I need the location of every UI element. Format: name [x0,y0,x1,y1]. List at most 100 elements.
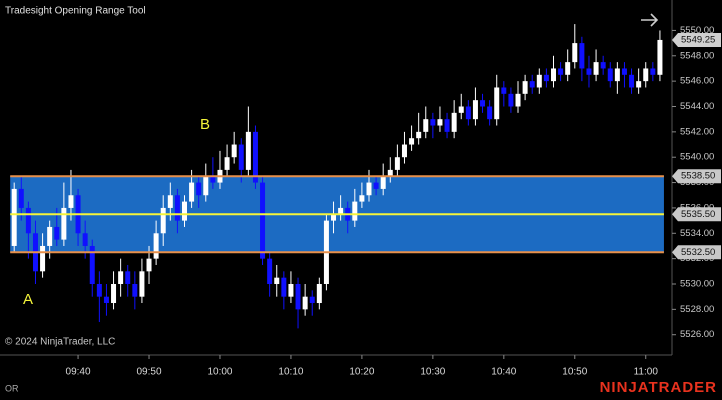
candle-body [139,271,145,297]
candle-body [515,93,521,107]
candle-body [416,131,422,139]
candle-body [295,284,301,310]
candle-body [288,284,294,297]
scroll-arrow-icon[interactable] [641,13,659,27]
candle-body [267,258,273,284]
price-label-box [672,169,721,184]
y-tick-label: 5526.00 [680,329,714,340]
candle-body [373,182,379,189]
candle-body [160,207,166,234]
candle-body [366,182,372,196]
x-tick-label: 10:00 [207,367,232,378]
candle-body [636,81,642,88]
last-price-label: 5549.25 [681,34,715,45]
candle-body [579,43,585,69]
candle-body [529,81,535,88]
candle-body [181,201,187,221]
candle-body [423,119,429,132]
candle-body [558,68,564,75]
x-tick-label: 11:00 [634,367,659,378]
candle-body [309,296,315,304]
logo: NINJATRADER [600,379,717,396]
candle-body [167,195,173,208]
candle-body [196,182,202,196]
x-tick-label: 10:30 [420,367,445,378]
candle-body [394,157,400,170]
y-tick-label: 5530.00 [680,279,714,290]
price-label: 5535.50 [681,209,715,220]
x-tick-label: 10:10 [278,367,303,378]
candle-body [111,284,117,304]
candle-body [437,119,443,126]
x-tick-label: 09:50 [137,367,162,378]
footer-label: OR [5,383,19,393]
candle-body [621,68,627,75]
candle-body [146,258,152,272]
candle-body [316,284,322,304]
chart-title: Tradesight Opening Range Tool [5,6,146,17]
candle-body [359,195,365,202]
candle-body [132,284,138,297]
candle-body [536,74,542,88]
candle-body [629,74,635,88]
candle-body [54,226,60,240]
candle-body [565,62,571,75]
y-tick-label: 5546.00 [680,76,714,87]
annotation: A [23,291,33,308]
candle-body [501,87,507,94]
candle-body [508,93,514,107]
candle-body [472,100,478,120]
candle-body [125,271,131,284]
y-tick-label: 5544.00 [680,101,714,112]
last-price-box [672,32,721,47]
candle-body [380,176,386,189]
candle-body [89,245,95,284]
candle-body [550,68,556,82]
y-tick-label: 5542.00 [680,126,714,137]
candle-body [572,43,578,63]
price-label-box [672,207,721,222]
candle-body [480,100,486,107]
candle-body [650,68,656,75]
candle-body [331,214,337,221]
candle-body [68,195,74,208]
candle-body [245,131,251,170]
x-tick-label: 10:40 [491,367,516,378]
candle-body [352,201,358,221]
candle-body [451,112,457,132]
price-label-box [672,245,721,260]
candle-body [614,68,620,82]
candle-body [302,296,308,310]
candle-body [643,68,649,82]
y-tick-label: 5548.00 [680,50,714,61]
candle-body [231,144,237,158]
candle-body [174,195,180,221]
y-tick-label: 5550.00 [680,25,714,36]
x-tick-label: 10:20 [349,367,374,378]
candle-body [274,277,280,284]
price-label: 5532.50 [681,247,715,258]
candle-body [593,62,599,75]
candle-body [203,176,209,196]
candle-body [118,271,124,284]
y-tick-label: 5534.00 [680,228,714,239]
candle-body [338,207,344,215]
candle-body [387,169,393,177]
candle-body [153,233,159,259]
annotation: B [200,116,210,133]
candle-body [586,68,592,75]
candle-body [82,233,88,246]
candle-body [607,68,613,82]
candle-body [444,119,450,132]
candle-body [25,207,31,234]
candle-body [409,138,415,145]
candle-body [494,87,500,120]
candle-body [11,188,17,246]
candle-body [61,207,67,240]
copyright: © 2024 NinjaTrader, LLC [5,337,115,348]
candle-body [260,182,266,259]
y-tick-label: 5528.00 [680,304,714,315]
candle-body [543,74,549,82]
candle-body [522,81,528,94]
